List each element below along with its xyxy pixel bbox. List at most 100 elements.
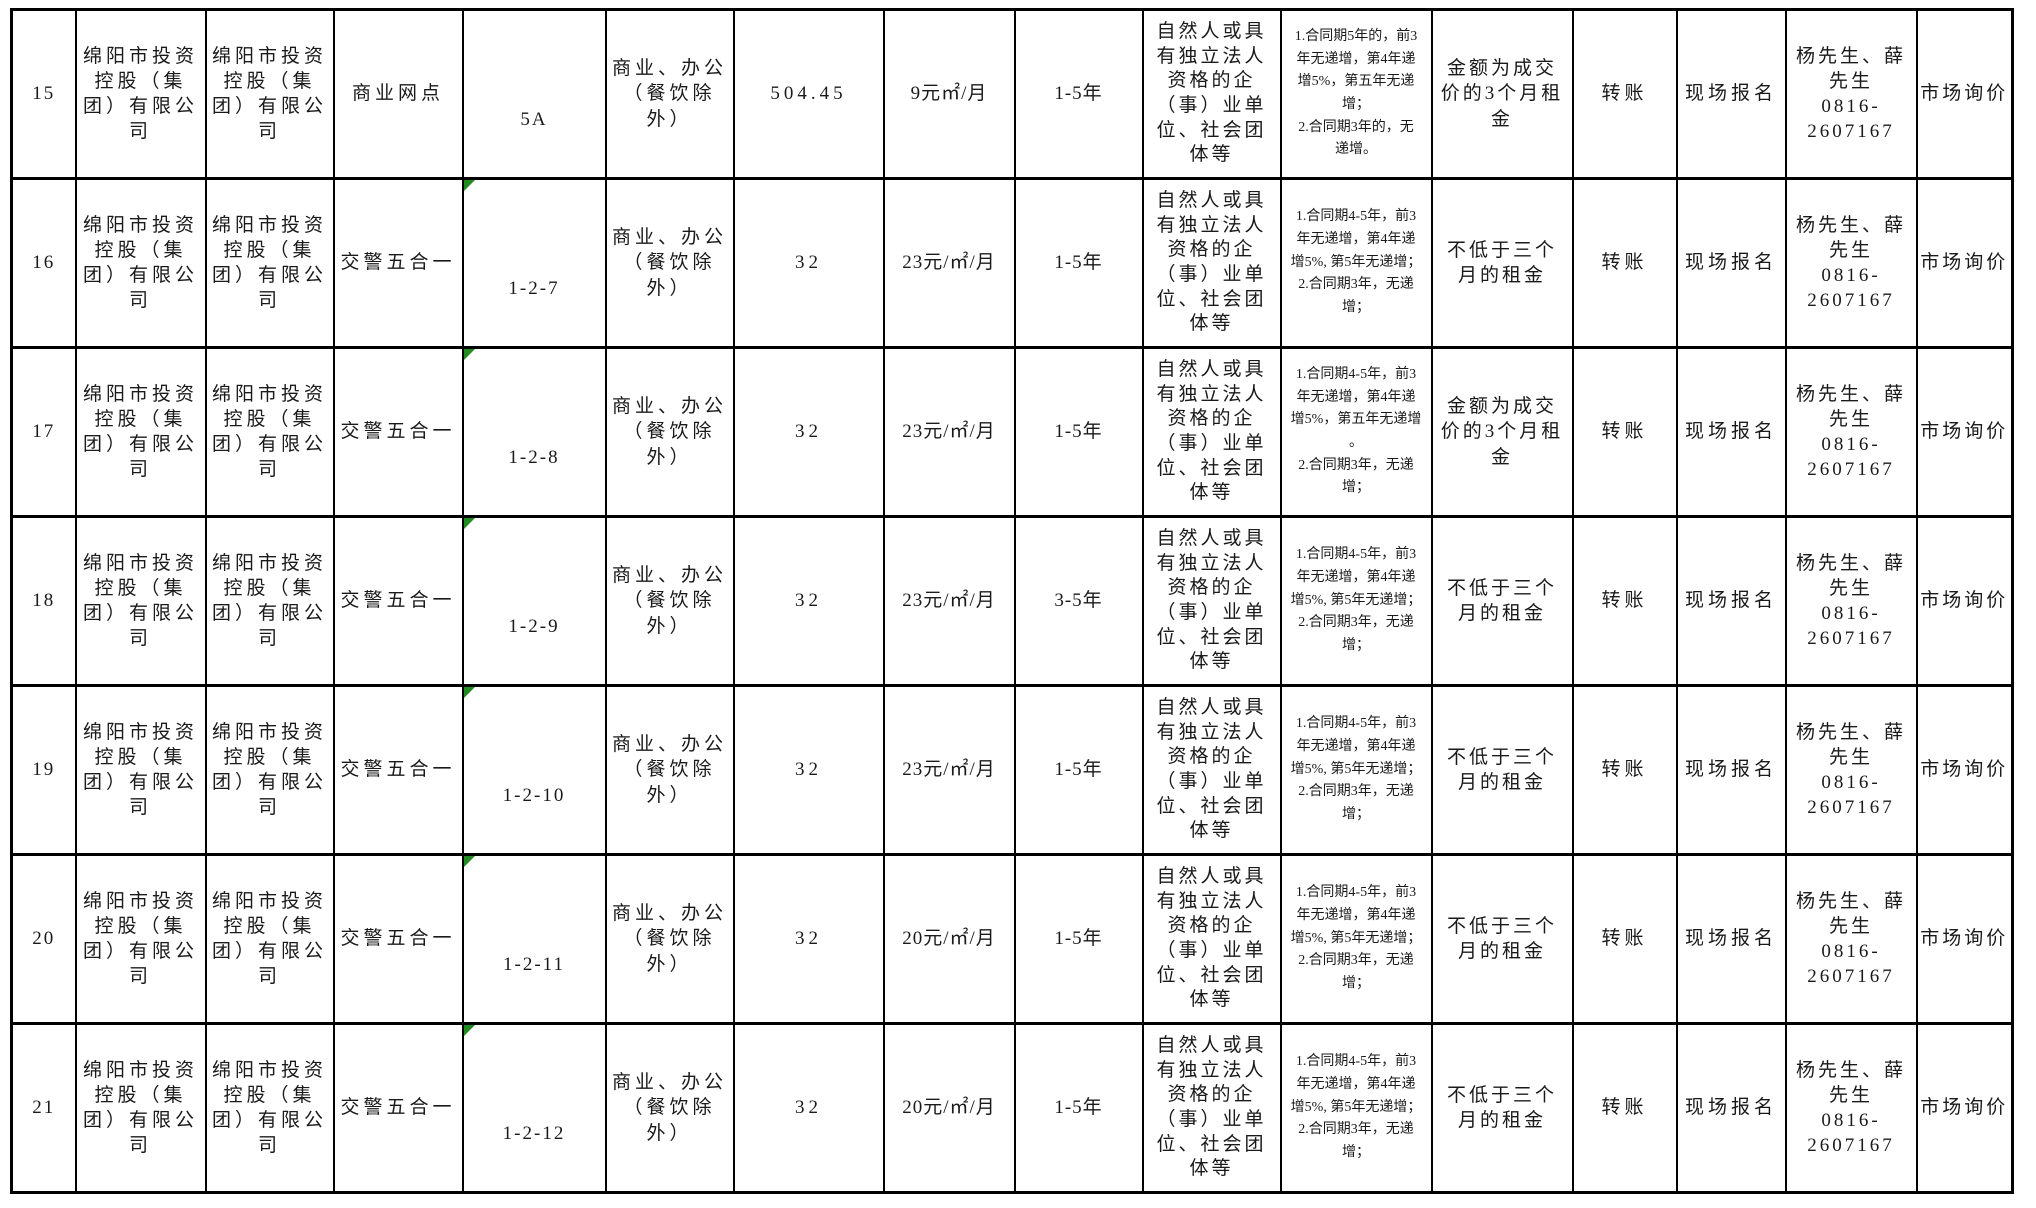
cell-row-number[interactable]: 20 (10, 853, 77, 1025)
cell-row-number[interactable]: 18 (10, 515, 77, 687)
cell-row-number[interactable]: 19 (10, 684, 77, 856)
cell-usage[interactable]: 商业、办公 （餐饮除 外） (604, 515, 735, 687)
cell-contact[interactable]: 杨先生、薛 先生 0816- 2607167 (1784, 853, 1918, 1025)
cell-unit[interactable]: 1-2-11 (461, 853, 607, 1025)
cell-usage[interactable]: 商业、办公 （餐饮除 外） (604, 1022, 735, 1194)
cell-operator[interactable]: 绵阳市投资 控股（集 团）有限公 司 (204, 346, 335, 518)
cell-lease-term[interactable]: 3-5年 (1013, 515, 1144, 687)
cell-payment[interactable]: 转账 (1571, 853, 1678, 1025)
cell-usage[interactable]: 商业、办公 （餐饮除 外） (604, 684, 735, 856)
cell-increase-terms[interactable]: 1.合同期4-5年，前3 年无递增，第4年递 增5%，第五年无递增 。 2.合同… (1279, 346, 1433, 518)
cell-area[interactable]: 32 (732, 346, 885, 518)
cell-payment[interactable]: 转账 (1571, 515, 1678, 687)
cell-row-number[interactable]: 16 (10, 177, 77, 349)
cell-registration[interactable]: 现场报名 (1675, 177, 1787, 349)
cell-increase-terms[interactable]: 1.合同期5年的，前3 年无递增，第4年递 增5%，第五年无递 增； 2.合同期… (1279, 8, 1433, 180)
cell-price[interactable]: 23元/㎡/月 (882, 515, 1016, 687)
cell-area[interactable]: 32 (732, 1022, 885, 1194)
cell-location[interactable]: 交警五合一 (332, 853, 464, 1025)
cell-contact[interactable]: 杨先生、薛 先生 0816- 2607167 (1784, 8, 1918, 180)
cell-area[interactable]: 32 (732, 177, 885, 349)
cell-registration[interactable]: 现场报名 (1675, 346, 1787, 518)
cell-owner[interactable]: 绵阳市投资 控股（集 团）有限公 司 (74, 684, 207, 856)
cell-owner[interactable]: 绵阳市投资 控股（集 团）有限公 司 (74, 515, 207, 687)
cell-lease-term[interactable]: 1-5年 (1013, 346, 1144, 518)
cell-deposit[interactable]: 不低于三个 月的租金 (1430, 853, 1574, 1025)
cell-pricing-method[interactable]: 市场询价 (1915, 8, 2014, 180)
cell-deposit[interactable]: 不低于三个 月的租金 (1430, 684, 1574, 856)
cell-owner[interactable]: 绵阳市投资 控股（集 团）有限公 司 (74, 1022, 207, 1194)
cell-contact[interactable]: 杨先生、薛 先生 0816- 2607167 (1784, 177, 1918, 349)
cell-deposit[interactable]: 不低于三个 月的租金 (1430, 515, 1574, 687)
cell-deposit[interactable]: 不低于三个 月的租金 (1430, 177, 1574, 349)
cell-deposit[interactable]: 不低于三个 月的租金 (1430, 1022, 1574, 1194)
cell-location[interactable]: 交警五合一 (332, 177, 464, 349)
cell-registration[interactable]: 现场报名 (1675, 8, 1787, 180)
cell-payment[interactable]: 转账 (1571, 684, 1678, 856)
cell-unit[interactable]: 1-2-10 (461, 684, 607, 856)
cell-eligibility[interactable]: 自然人或具 有独立法人 资格的企 （事）业单 位、社会团 体等 (1141, 515, 1282, 687)
cell-operator[interactable]: 绵阳市投资 控股（集 团）有限公 司 (204, 853, 335, 1025)
cell-area[interactable]: 504.45 (732, 8, 885, 180)
cell-deposit[interactable]: 金额为成交 价的3个月租 金 (1430, 346, 1574, 518)
cell-increase-terms[interactable]: 1.合同期4-5年，前3 年无递增，第4年递 增5%, 第5年无递增； 2.合同… (1279, 515, 1433, 687)
cell-pricing-method[interactable]: 市场询价 (1915, 515, 2014, 687)
cell-operator[interactable]: 绵阳市投资 控股（集 团）有限公 司 (204, 684, 335, 856)
cell-location[interactable]: 交警五合一 (332, 684, 464, 856)
cell-area[interactable]: 32 (732, 853, 885, 1025)
cell-eligibility[interactable]: 自然人或具 有独立法人 资格的企 （事）业单 位、社会团 体等 (1141, 684, 1282, 856)
cell-lease-term[interactable]: 1-5年 (1013, 1022, 1144, 1194)
cell-increase-terms[interactable]: 1.合同期4-5年，前3 年无递增，第4年递 增5%, 第5年无递增； 2.合同… (1279, 684, 1433, 856)
cell-lease-term[interactable]: 1-5年 (1013, 684, 1144, 856)
cell-payment[interactable]: 转账 (1571, 177, 1678, 349)
cell-owner[interactable]: 绵阳市投资 控股（集 团）有限公 司 (74, 8, 207, 180)
cell-lease-term[interactable]: 1-5年 (1013, 177, 1144, 349)
cell-increase-terms[interactable]: 1.合同期4-5年，前3 年无递增，第4年递 增5%, 第5年无递增； 2.合同… (1279, 1022, 1433, 1194)
cell-payment[interactable]: 转账 (1571, 346, 1678, 518)
cell-increase-terms[interactable]: 1.合同期4-5年，前3 年无递增，第4年递 增5%, 第5年无递增； 2.合同… (1279, 853, 1433, 1025)
cell-contact[interactable]: 杨先生、薛 先生 0816- 2607167 (1784, 515, 1918, 687)
cell-row-number[interactable]: 17 (10, 346, 77, 518)
cell-unit[interactable]: 5A (461, 8, 607, 180)
cell-pricing-method[interactable]: 市场询价 (1915, 346, 2014, 518)
cell-eligibility[interactable]: 自然人或具 有独立法人 资格的企 （事）业单 位、社会团 体等 (1141, 8, 1282, 180)
cell-operator[interactable]: 绵阳市投资 控股（集 团）有限公 司 (204, 1022, 335, 1194)
cell-increase-terms[interactable]: 1.合同期4-5年，前3 年无递增，第4年递 增5%, 第5年无递增； 2.合同… (1279, 177, 1433, 349)
cell-operator[interactable]: 绵阳市投资 控股（集 团）有限公 司 (204, 177, 335, 349)
cell-eligibility[interactable]: 自然人或具 有独立法人 资格的企 （事）业单 位、社会团 体等 (1141, 346, 1282, 518)
cell-location[interactable]: 交警五合一 (332, 515, 464, 687)
cell-unit[interactable]: 1-2-8 (461, 346, 607, 518)
cell-row-number[interactable]: 15 (10, 8, 77, 180)
cell-eligibility[interactable]: 自然人或具 有独立法人 资格的企 （事）业单 位、社会团 体等 (1141, 1022, 1282, 1194)
cell-unit[interactable]: 1-2-9 (461, 515, 607, 687)
cell-owner[interactable]: 绵阳市投资 控股（集 团）有限公 司 (74, 853, 207, 1025)
cell-pricing-method[interactable]: 市场询价 (1915, 853, 2014, 1025)
cell-row-number[interactable]: 21 (10, 1022, 77, 1194)
cell-price[interactable]: 23元/㎡/月 (882, 177, 1016, 349)
cell-price[interactable]: 23元/㎡/月 (882, 684, 1016, 856)
cell-eligibility[interactable]: 自然人或具 有独立法人 资格的企 （事）业单 位、社会团 体等 (1141, 853, 1282, 1025)
cell-area[interactable]: 32 (732, 515, 885, 687)
cell-unit[interactable]: 1-2-7 (461, 177, 607, 349)
cell-location[interactable]: 交警五合一 (332, 346, 464, 518)
cell-price[interactable]: 23元/㎡/月 (882, 346, 1016, 518)
cell-price[interactable]: 20元/㎡/月 (882, 1022, 1016, 1194)
cell-pricing-method[interactable]: 市场询价 (1915, 684, 2014, 856)
cell-contact[interactable]: 杨先生、薛 先生 0816- 2607167 (1784, 346, 1918, 518)
cell-unit[interactable]: 1-2-12 (461, 1022, 607, 1194)
cell-eligibility[interactable]: 自然人或具 有独立法人 资格的企 （事）业单 位、社会团 体等 (1141, 177, 1282, 349)
cell-usage[interactable]: 商业、办公 （餐饮除 外） (604, 177, 735, 349)
cell-pricing-method[interactable]: 市场询价 (1915, 177, 2014, 349)
cell-lease-term[interactable]: 1-5年 (1013, 853, 1144, 1025)
cell-payment[interactable]: 转账 (1571, 1022, 1678, 1194)
cell-price[interactable]: 20元/㎡/月 (882, 853, 1016, 1025)
cell-usage[interactable]: 商业、办公 （餐饮除 外） (604, 346, 735, 518)
cell-operator[interactable]: 绵阳市投资 控股（集 团）有限公 司 (204, 515, 335, 687)
cell-area[interactable]: 32 (732, 684, 885, 856)
cell-owner[interactable]: 绵阳市投资 控股（集 团）有限公 司 (74, 177, 207, 349)
cell-payment[interactable]: 转账 (1571, 8, 1678, 180)
cell-lease-term[interactable]: 1-5年 (1013, 8, 1144, 180)
cell-location[interactable]: 商业网点 (332, 8, 464, 180)
cell-deposit[interactable]: 金额为成交 价的3个月租 金 (1430, 8, 1574, 180)
cell-usage[interactable]: 商业、办公 （餐饮除 外） (604, 853, 735, 1025)
